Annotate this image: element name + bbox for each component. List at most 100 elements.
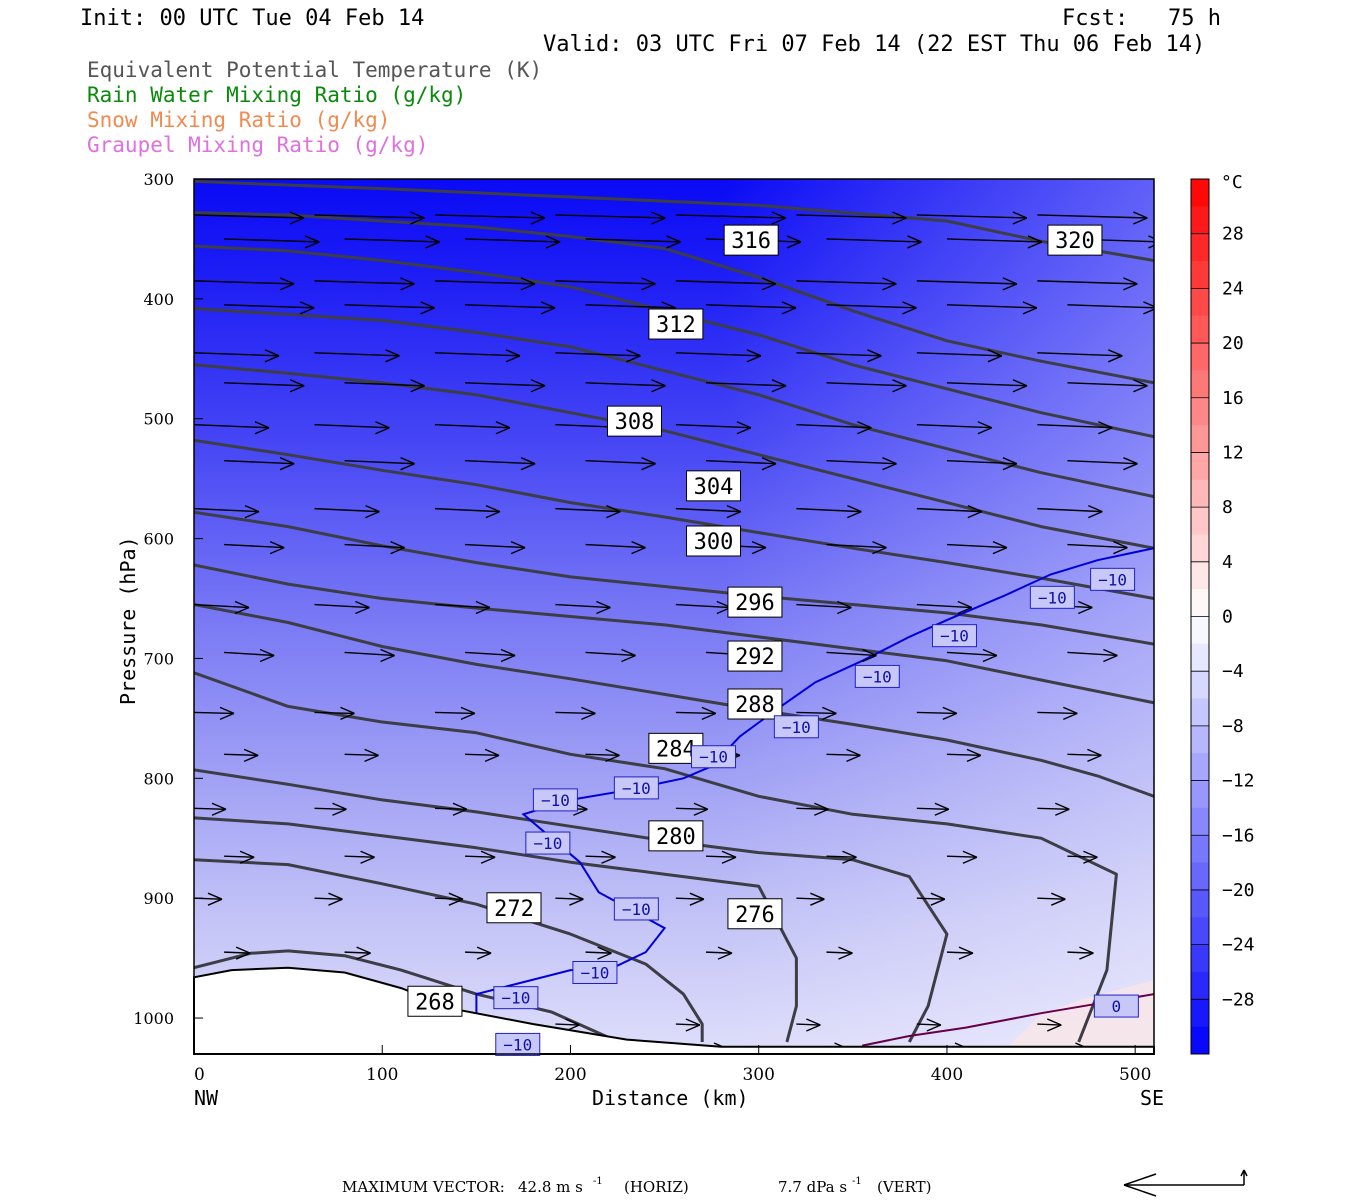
colorbar-swatch [1191,261,1209,289]
wind-vector [344,748,379,762]
wind-vector [555,706,596,721]
theta-e-contour-276 [194,816,798,1043]
wind-vector [1037,349,1123,363]
wind-vector [675,892,705,906]
theta-e-contour-288 [194,603,1154,798]
wind-vector [224,946,251,960]
y-tick-label: 400 [143,290,174,309]
isotherm-label: −10 [572,960,618,984]
colorbar-swatch [1191,889,1209,918]
colorbar-swatch [1191,561,1209,590]
svg-text:−10: −10 [580,963,609,982]
y-tick-label: 800 [143,769,174,788]
wind-vector [675,277,777,291]
horiz-tag: (HORIZ) [624,1178,689,1196]
legend-entry: Rain Water Mixing Ratio (g/kg) [87,83,466,107]
wind-vector [916,600,973,615]
horiz-max-value: 42.8 m s [518,1178,583,1196]
wind-vector [434,504,501,519]
wind-vector [555,504,621,519]
wind-vector [344,457,415,471]
wind-vector [224,235,320,249]
wind-vector [434,600,491,615]
contour-labels: 268 272 276 280 284 288 292 296 300 304 308 312 316 3… [407,224,1139,1056]
wind-vector [916,706,958,721]
reference-vector-icon [1123,1169,1248,1197]
y-axis: 300 400 500 600 700 800 900 1000 [133,170,203,1028]
theta-e-label: 300 [686,525,742,557]
colorbar-swatch [1191,698,1209,727]
wind-vector [675,211,787,225]
theta-e-label: 272 [486,892,542,924]
plot-frame [193,178,1155,1055]
wind-vector [916,892,946,906]
wind-vector [826,850,857,864]
wind-vector [194,277,295,291]
wind-vector [555,277,656,291]
wind-vector [916,802,950,816]
theta-e-contour-292 [194,563,1154,705]
wind-vector [194,600,250,615]
forecast-hour: Fcst: 75 h [1062,6,1221,31]
wind-vector [796,1018,821,1032]
wind-vector [1067,748,1102,762]
colorbar-tick-label: 4 [1222,552,1233,573]
wind-vector [344,235,440,249]
theta-e-contour-280 [194,768,949,1043]
max-vector-label: MAXIMUM VECTOR: [342,1178,505,1196]
colorbar-swatch [1191,835,1209,864]
wind-vector [314,802,347,816]
wind-vector [555,211,666,225]
theta-e-label: 276 [727,898,783,930]
colorbar-swatch [1191,315,1209,344]
svg-text:272: 272 [494,897,534,922]
colorbar-tick-label: −12 [1222,771,1255,792]
x-tick-label: 400 [931,1065,963,1085]
svg-text:288: 288 [735,693,775,718]
field-legend: Equivalent Potential Temperature (K)Rain… [87,58,542,157]
theta-e-label: 320 [1047,224,1103,256]
wind-vector [344,379,425,393]
theta-e-contour-296 [194,510,1154,646]
wind-vector [344,850,375,864]
wind-vector [585,946,612,960]
colorbar-tick-label: −20 [1222,880,1255,901]
colorbar-swatch [1191,999,1209,1028]
colorbar-swatch [1191,807,1209,836]
theta-e-contour-284 [194,671,1118,1043]
wind-vector [946,457,1018,471]
wind-vector [826,301,917,315]
svg-text:−10: −10 [533,834,562,853]
colorbar-swatch [1191,206,1209,235]
colorbar-swatch [1191,370,1209,399]
theta-e-label: 308 [606,405,662,437]
wind-vector [194,211,305,225]
wind-vector [465,379,546,393]
wind-vector [675,421,752,435]
colorbar-swatch [1191,1026,1209,1055]
theta-e-contour-300 [194,438,1154,600]
wind-vector [224,301,315,315]
colorbar-tick-label: 24 [1222,278,1244,299]
theta-e-label: 280 [648,820,704,852]
colorbar-swatch [1191,780,1209,809]
wind-vector [1067,457,1138,471]
isotherm-label: 0 [1093,994,1139,1018]
svg-text:308: 308 [615,410,655,435]
x-tick-label: 500 [1119,1065,1151,1085]
svg-text:−10: −10 [940,627,969,646]
colorbar-swatch [1191,179,1209,207]
colorbar: 28 24 20 16 12 8 4 0 −4 −8 −12 −16 −20 −24 −28 [1190,178,1255,1055]
wind-vector [1067,379,1148,393]
colorbar-tick-label: 0 [1222,607,1233,628]
wind-vector [344,540,405,555]
colorbar-swatch [1191,233,1209,262]
wind-vector [916,277,1018,291]
wind-vector [434,277,536,291]
colorbar-swatch [1191,343,1209,371]
valid-time: Valid: 03 UTC Fri 07 Feb 14 (22 EST Thu … [543,32,1205,57]
theta-e-contour-268 [194,949,609,1039]
wind-vector [1067,540,1128,555]
colorbar-swatch [1191,917,1209,946]
wind-vector [555,600,611,615]
